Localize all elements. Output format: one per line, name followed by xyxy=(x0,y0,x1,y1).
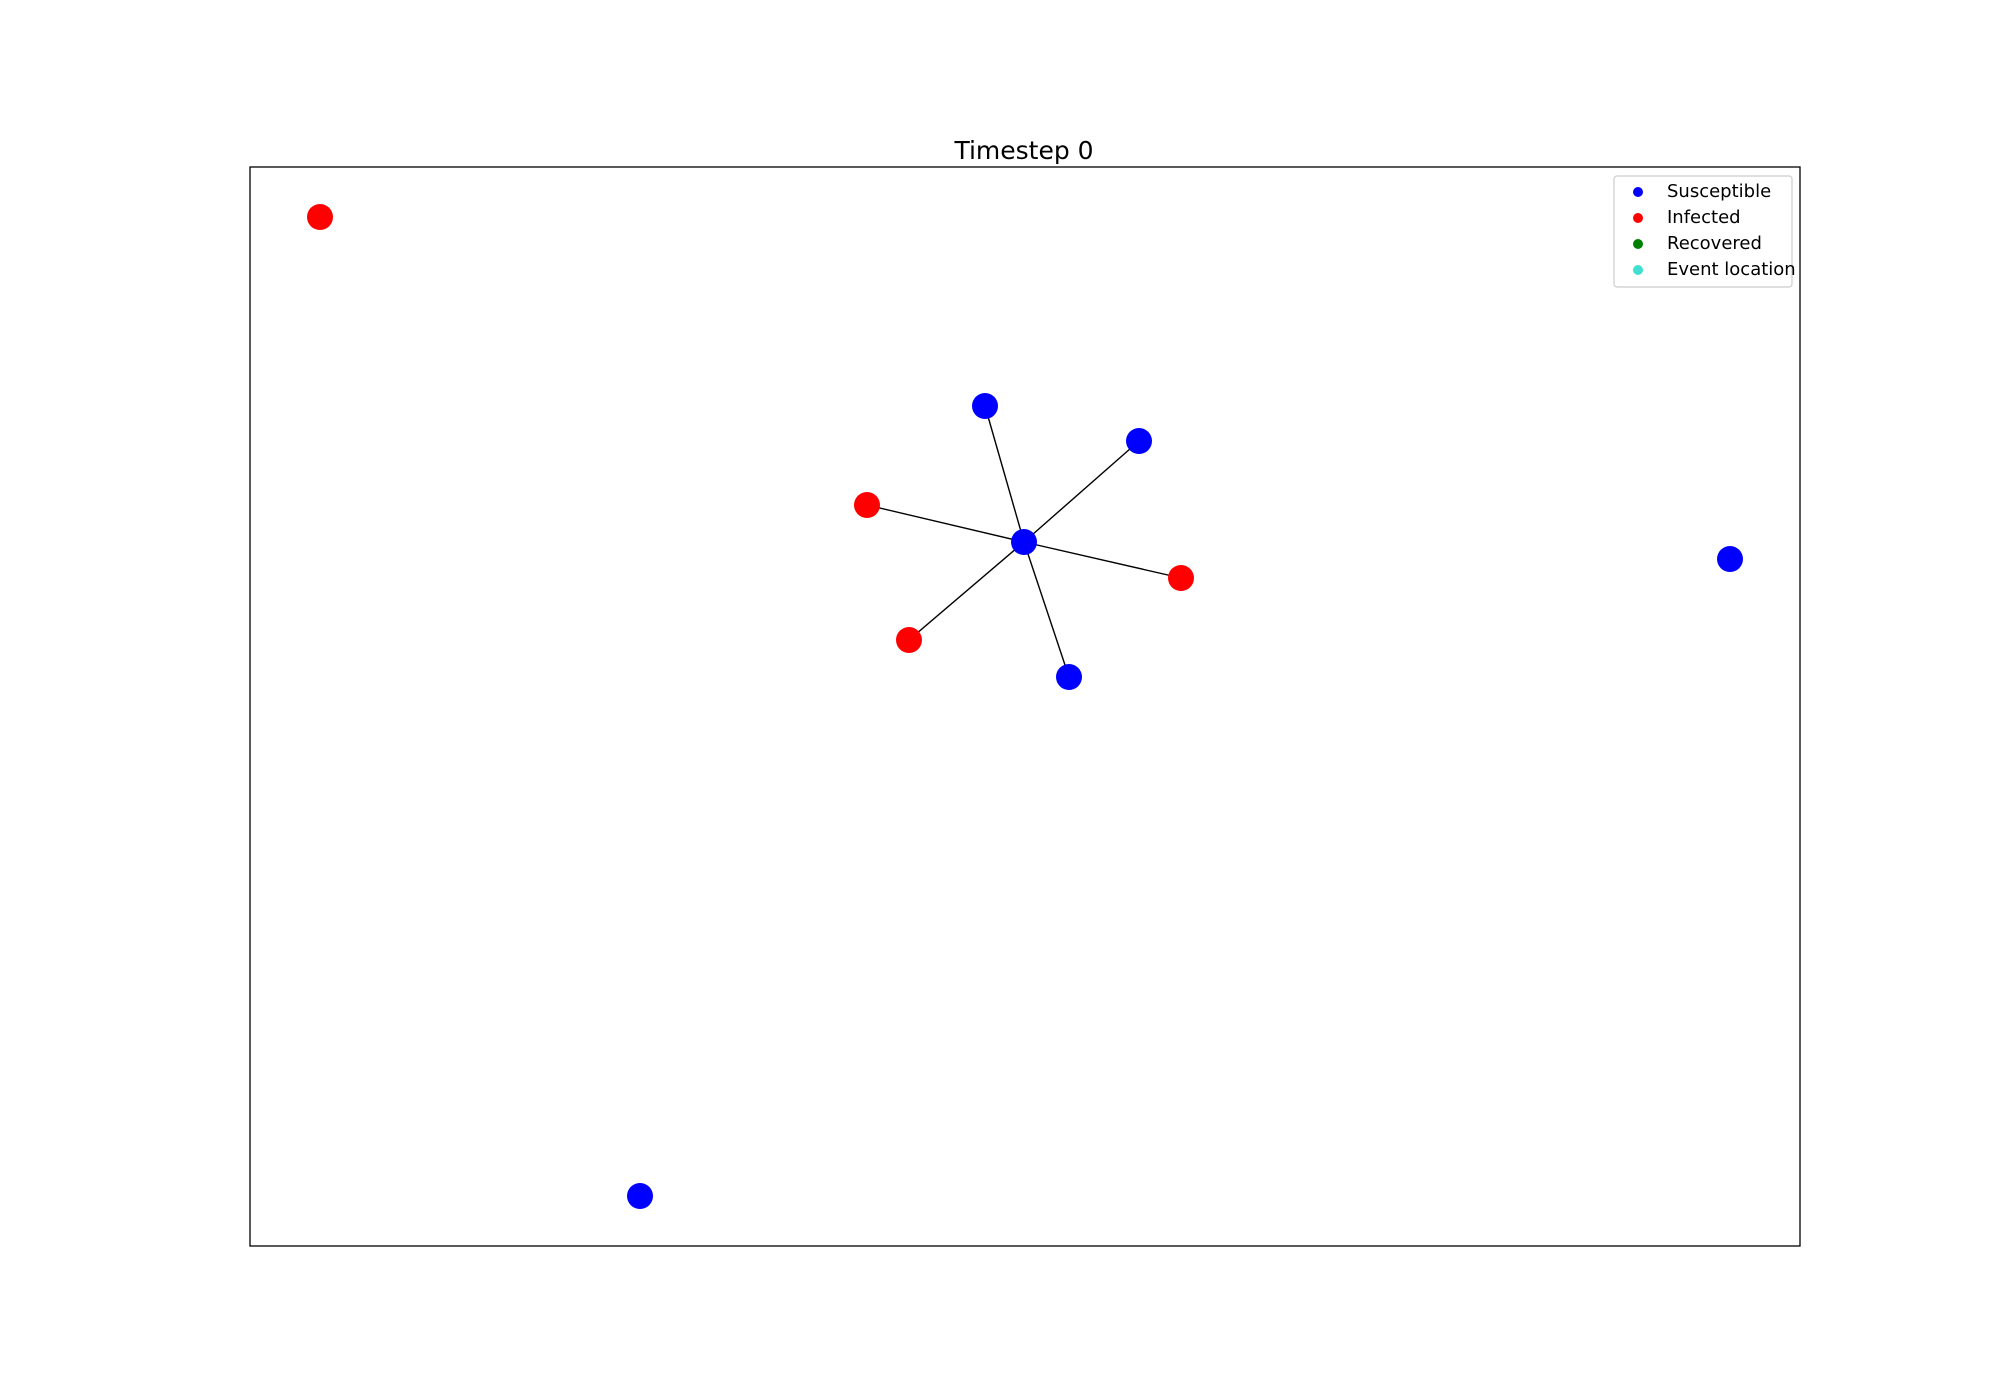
node xyxy=(854,492,880,518)
edge xyxy=(1023,541,1182,579)
edge xyxy=(984,405,1025,543)
legend-marker xyxy=(1633,213,1643,223)
plot-frame xyxy=(249,166,1801,1247)
legend-box xyxy=(1613,175,1793,288)
node xyxy=(972,393,998,419)
legend-marker xyxy=(1633,187,1643,197)
node xyxy=(307,204,333,230)
node xyxy=(1011,529,1037,555)
title: Timestep 0 xyxy=(953,136,1093,165)
legend-label: Infected xyxy=(1667,207,1741,228)
node xyxy=(1717,546,1743,572)
nodes xyxy=(307,204,1743,1209)
node xyxy=(1126,428,1152,454)
node xyxy=(1056,664,1082,690)
edge xyxy=(866,504,1025,543)
edge xyxy=(1023,541,1070,678)
edge xyxy=(1023,440,1140,543)
node xyxy=(1168,565,1194,591)
legend-label: Susceptible xyxy=(1667,181,1771,202)
edges xyxy=(866,405,1182,678)
legend-marker xyxy=(1633,265,1643,275)
node xyxy=(896,627,922,653)
edge xyxy=(908,541,1025,641)
legend: Susceptible Infected Recovered Event locati… xyxy=(1633,181,1796,280)
node xyxy=(627,1183,653,1209)
legend-label: Recovered xyxy=(1667,233,1762,254)
legend-marker xyxy=(1633,239,1643,249)
legend-label: Event location xyxy=(1667,259,1796,280)
